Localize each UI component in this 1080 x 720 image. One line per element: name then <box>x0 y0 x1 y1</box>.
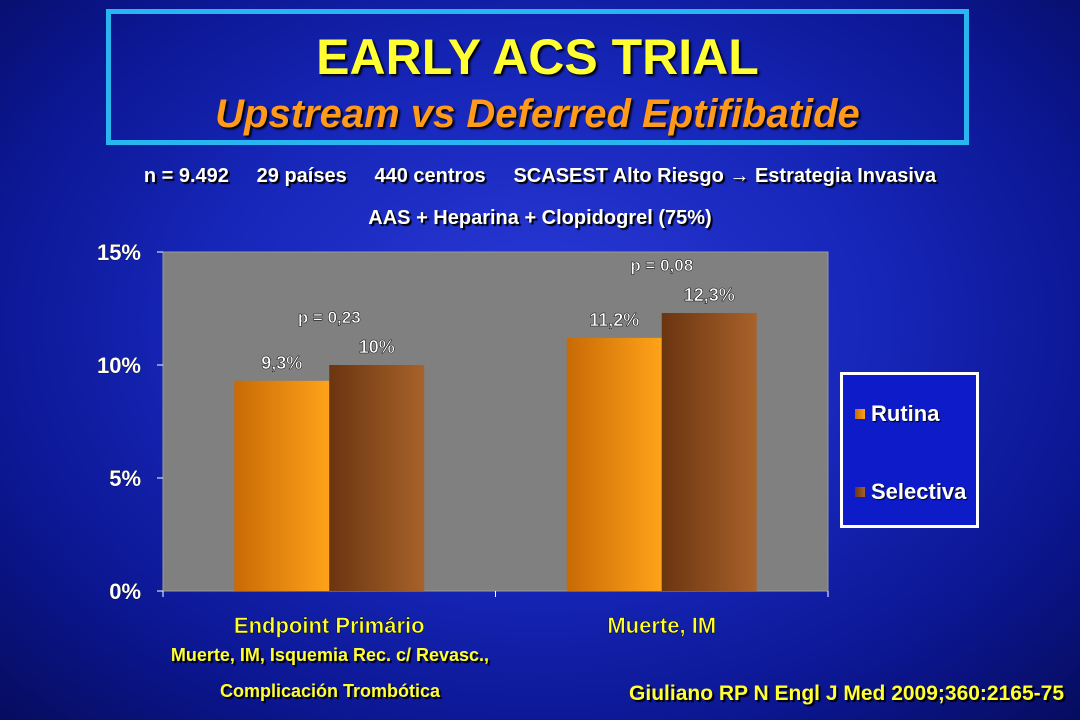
bar-value-label: 9,3% <box>261 353 302 373</box>
study-info: n = 9.492 29 países 440 centros SCASEST … <box>143 165 937 187</box>
legend-label-rutina: Rutina <box>871 401 940 426</box>
chart-legend: Rutina Selectiva <box>840 372 979 528</box>
x-category-label: Muerte, IM <box>607 613 716 638</box>
y-tick-label: 15% <box>97 240 141 265</box>
footnote-line-2: Complicación Trombótica <box>219 681 441 701</box>
p-value-annotation: p = 0,08 <box>630 256 693 275</box>
y-tick-label: 5% <box>109 466 141 491</box>
legend-swatch-rutina <box>855 409 865 419</box>
y-tick-label: 10% <box>97 353 141 378</box>
bar-rutina <box>566 337 662 591</box>
slide-subtitle: Upstream vs Deferred Eptifibatide <box>215 92 860 136</box>
bar-value-label: 11,2% <box>589 310 639 330</box>
slide-title: EARLY ACS TRIAL <box>316 29 759 85</box>
bar-value-label: 12,3% <box>684 285 735 305</box>
bar-value-label: 10% <box>359 337 395 357</box>
treatment-info: AAS + Heparina + Clopidogrel (75%) <box>368 207 712 229</box>
bar-rutina <box>234 380 330 591</box>
legend-label-selectiva: Selectiva <box>871 479 967 504</box>
y-tick-label: 0% <box>109 579 141 604</box>
legend-item-selectiva: Selectiva <box>855 479 966 505</box>
footnote-line-1: Muerte, IM, Isquemia Rec. c/ Revasc., <box>170 645 490 665</box>
legend-item-rutina: Rutina <box>855 401 939 427</box>
legend-swatch-selectiva <box>855 487 865 497</box>
title-box: EARLY ACS TRIAL Upstream vs Deferred Ept… <box>106 9 969 145</box>
bar-selectiva <box>329 365 425 591</box>
x-category-label: Endpoint Primário <box>234 613 425 638</box>
citation: Giuliano RP N Engl J Med 2009;360:2165-7… <box>629 682 1064 705</box>
p-value-annotation: p = 0,23 <box>298 308 361 327</box>
bar-selectiva <box>661 313 757 591</box>
